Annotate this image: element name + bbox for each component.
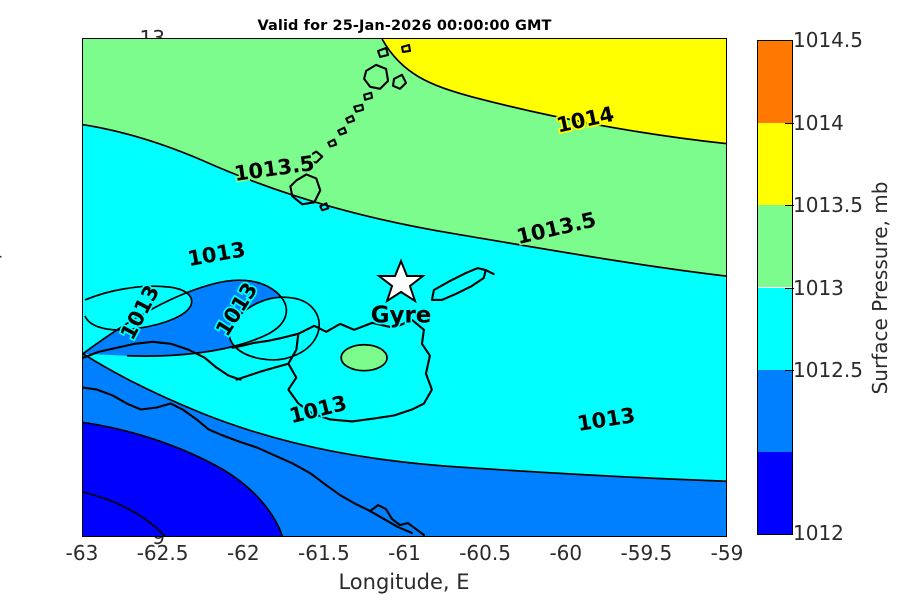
x-tick-label: -60 [549, 541, 583, 565]
band-1012-1012p5 [83, 422, 283, 536]
coastline-saint-vincent [363, 63, 390, 90]
contour-1012p5-inner [83, 491, 166, 536]
coastline-island-dot-1 [377, 46, 390, 58]
contour-map-svg: 1014 1013.5 1013.5 1013 1013 1013 [83, 39, 726, 536]
colorbar-tick-mark [785, 122, 794, 124]
coastlines [83, 43, 495, 536]
contour-1014 [381, 39, 726, 145]
contour-1012p5 [83, 421, 284, 536]
x-tick-label: -59 [710, 541, 744, 565]
colorbar-band-1014p5 [758, 41, 792, 124]
colorbar-tick-mark [785, 287, 794, 289]
coastline-tobago-tip [484, 269, 495, 276]
coastline-grenadine-2 [337, 126, 348, 136]
contour-map-plot[interactable]: 1014 1013.5 1013.5 1013 1013 1013 [82, 38, 727, 537]
colorbar-tick-label: 1014.5 [793, 28, 863, 52]
coastline-trinidad [287, 318, 433, 423]
x-tick-label: -60.5 [459, 541, 511, 565]
contour-lines [83, 39, 726, 536]
coastline-carriacou [307, 150, 324, 164]
local-high-1013p5 [341, 344, 388, 371]
colorbar-band-1012p5 [758, 369, 792, 452]
x-tick-label: -62 [226, 541, 260, 565]
y-axis-label: Latitude, N [0, 230, 4, 346]
lobe-1013-1013p5-west [84, 286, 192, 330]
coastline-grenadine-3 [345, 114, 356, 124]
contour-1013-south [83, 353, 726, 483]
coastline-grenadine-1 [327, 138, 338, 148]
x-tick-label: -63 [65, 541, 99, 565]
contour-1013-lobe-west [84, 285, 193, 331]
x-tick-label: -61.5 [298, 541, 350, 565]
coastline-island-dot-2 [400, 43, 412, 53]
contour-1013-notch [83, 279, 288, 357]
colorbar-band-1013 [758, 287, 792, 370]
coastline-barbados [391, 73, 408, 90]
coastline-island-dot-3 [319, 202, 330, 212]
band-1014-1014p5 [382, 39, 726, 144]
coastline-orinoco-delta [369, 504, 425, 536]
contour-label: 1013 [576, 403, 637, 436]
contour-1013-lobe-central [228, 296, 320, 361]
x-tick-label: -59.5 [620, 541, 673, 565]
colorbar-axis-label: Surface Pressure, mb [868, 181, 892, 395]
x-axis-label: Longitude, E [338, 570, 470, 594]
contour-1013p5-north [83, 123, 726, 277]
star-marker[interactable] [376, 258, 426, 304]
coastline-tobago [430, 267, 487, 301]
colorbar-tick-label: 1012.5 [793, 358, 863, 382]
coastline-grenada [289, 173, 322, 206]
colorbar[interactable] [757, 40, 793, 535]
x-tick-label: -61 [388, 541, 421, 565]
coastline-trinidad-peninsula [231, 332, 300, 349]
colorbar-tick-label: 1012 [793, 521, 844, 545]
coastline-venezuela-north [83, 340, 242, 381]
coastline-trinidad-peninsula-south [235, 362, 290, 381]
colorbar-tick-mark [785, 370, 794, 371]
coastline-grenadine-5 [363, 91, 374, 101]
colorbar-tick-label: 1014 [793, 110, 844, 135]
colorbar-tick-mark [785, 205, 794, 206]
coastline-grenadine-4 [353, 103, 365, 113]
contour-1013p5-local-high [340, 343, 388, 372]
gyre-marker-group[interactable]: Gyre [369, 258, 433, 330]
x-tick-label: -62.5 [136, 541, 189, 565]
figure-title: Valid for 25-Jan-2026 00:00:00 GMT [257, 18, 552, 34]
colorbar-band-1013p5 [758, 205, 792, 288]
colorbar-tick-label: 1013 [793, 275, 844, 300]
colorbar-band-1012 [758, 451, 792, 534]
colorbar-band-1014 [758, 123, 792, 206]
gyre-label: Gyre [371, 302, 432, 328]
colorbar-tick-label: 1013.5 [793, 193, 863, 217]
coastline-venezuela-south [83, 386, 414, 535]
